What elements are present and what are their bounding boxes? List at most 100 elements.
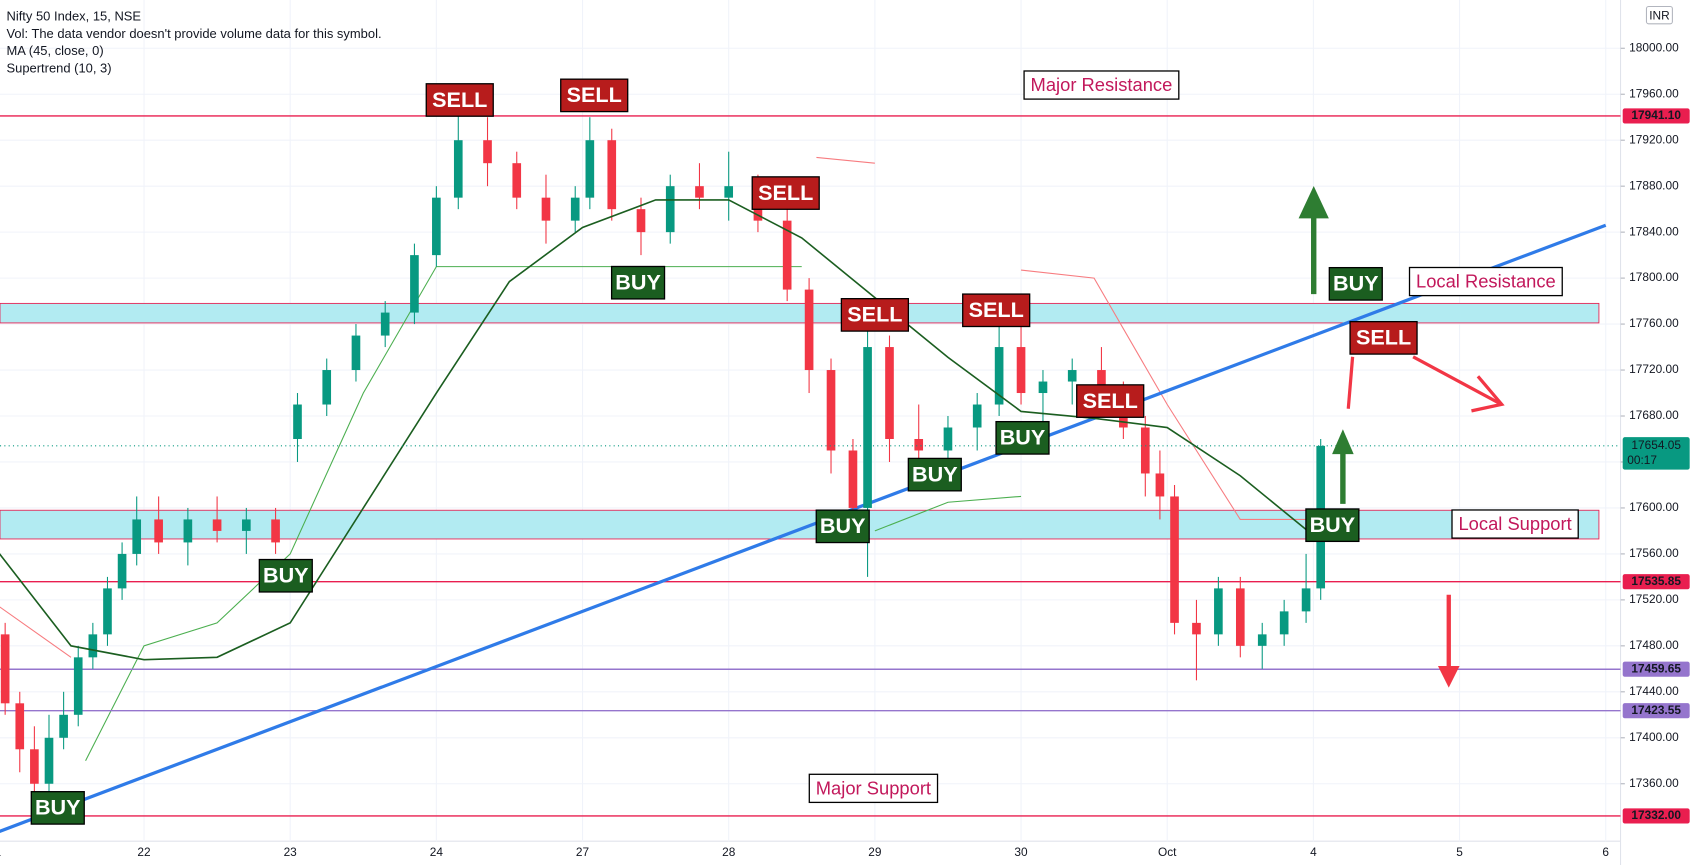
y-tick-label: 17720.00 (1629, 362, 1679, 376)
candle-body (826, 370, 836, 451)
level-badge (1622, 661, 1690, 677)
candle-body (212, 519, 222, 531)
signal-label: BUY (912, 461, 958, 486)
signal-box (610, 265, 666, 300)
arrow-line (1346, 356, 1355, 409)
signal-label: BUY (35, 795, 81, 820)
candle-body (410, 255, 419, 313)
candle-body (863, 347, 872, 508)
candle-body (293, 404, 302, 439)
signal-label: SELL (1356, 325, 1411, 350)
currency-badge[interactable] (1645, 5, 1673, 25)
annotation-label: Major Support (816, 777, 931, 798)
candle-body (0, 634, 10, 704)
signal-box (907, 457, 962, 492)
candle-body (1038, 381, 1048, 394)
candle-body (483, 140, 492, 164)
arrow-head (1437, 666, 1460, 688)
annotation-label: Local Resistance (1416, 270, 1556, 291)
candle-body (695, 186, 704, 198)
level-label: 17332.00 (1631, 808, 1681, 822)
indicator-legend: MA (45, close, 0) (6, 43, 103, 58)
candle-body (44, 737, 54, 784)
x-tick-label: 22 (137, 845, 150, 859)
signal-label: BUY (1000, 425, 1046, 450)
signal-box (258, 558, 313, 593)
level-badge (1622, 808, 1690, 824)
y-tick-label: 17480.00 (1629, 638, 1679, 652)
candle-body (804, 289, 814, 371)
level-badge (1622, 108, 1690, 124)
moving-average (0, 199, 1314, 661)
candle-body (132, 519, 142, 554)
x-tick-label: 23 (284, 845, 298, 859)
signal-box (1076, 384, 1145, 418)
candle-body (1016, 347, 1026, 394)
candle-body (1279, 611, 1289, 635)
candle-body (1140, 427, 1150, 474)
candle-body (88, 634, 98, 658)
candle-body (432, 197, 441, 256)
candle-body (380, 312, 390, 336)
candle-body (994, 347, 1004, 405)
candle-body (665, 186, 675, 233)
signal-label: SELL (969, 297, 1024, 322)
y-tick-label: 17400.00 (1629, 730, 1679, 744)
symbol-title: Nifty 50 Index, 15, NSE (6, 9, 141, 24)
y-tick-label: 17920.00 (1629, 132, 1679, 146)
candle-body (242, 519, 251, 531)
x-tick-label: 27 (576, 845, 589, 859)
candle-body (724, 186, 734, 198)
trend-line (0, 223, 1607, 833)
signal-label: SELL (432, 87, 487, 112)
last-price-label: 17654.05 (1631, 438, 1681, 452)
annotation-label: Major Resistance (1031, 74, 1173, 95)
supertrend-up (85, 266, 1022, 762)
y-tick-label: 17600.00 (1629, 500, 1679, 514)
candle-body (73, 657, 83, 715)
level-badge (1622, 574, 1690, 590)
candle-body (1192, 622, 1201, 635)
signal-box (1305, 508, 1360, 543)
candle-body (943, 427, 953, 451)
y-tick-label: 17840.00 (1629, 224, 1679, 238)
y-tick-label: 17960.00 (1629, 86, 1679, 100)
annotation-box (808, 773, 939, 804)
indicator-legend: Vol: The data vendor doesn't provide vol… (6, 26, 381, 41)
supertrend-down (0, 156, 1314, 658)
annotation-box (1023, 70, 1180, 100)
candle-body (570, 197, 580, 221)
candle-body (154, 519, 163, 543)
annotation-label: Local Support (1458, 513, 1571, 534)
signal-label: BUY (263, 563, 309, 588)
y-tick-label: 17760.00 (1629, 316, 1679, 330)
y-tick-label: 17680.00 (1629, 408, 1679, 422)
y-tick-label: 17880.00 (1629, 178, 1679, 192)
x-tick-label: 6 (1602, 845, 1609, 859)
candle-body (103, 588, 112, 635)
signal-label: SELL (567, 82, 622, 107)
x-tick-label: 30 (1014, 845, 1028, 859)
candle-body (117, 553, 127, 589)
signal-box (962, 293, 1031, 328)
arrow-head (1298, 185, 1329, 219)
arrow-head (1471, 375, 1505, 413)
candle-body (972, 404, 982, 428)
candle-body (183, 519, 193, 543)
candle-body (15, 703, 25, 750)
signal-label: BUY (1333, 271, 1379, 296)
bar-timer: 00:17 (1627, 453, 1657, 467)
x-tick-label: 28 (722, 845, 736, 859)
x-tick-label: 29 (868, 845, 882, 859)
annotation-box (1451, 509, 1579, 539)
axes: 17360.00 17400.00 17440.00 17480.00 17520.00… (0, 40, 1690, 859)
arrows (1298, 185, 1505, 688)
y-tick-label: 17520.00 (1629, 592, 1679, 606)
y-tick-label: 17440.00 (1629, 684, 1679, 698)
signal-box (425, 83, 494, 117)
candle-body (914, 438, 924, 451)
x-tick-label: Oct (1158, 845, 1177, 859)
signal-box (1349, 320, 1418, 355)
